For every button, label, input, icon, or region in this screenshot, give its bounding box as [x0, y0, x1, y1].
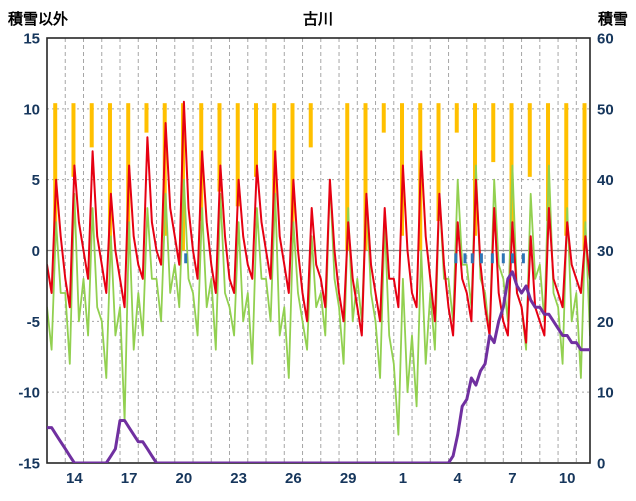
sunshine-bar: [107, 103, 112, 251]
sunshine-bar: [491, 103, 496, 163]
precip-tick: [501, 253, 505, 264]
sunshine-bar: [546, 103, 551, 222]
snow-depth-purple-line: [47, 270, 590, 463]
x-tick-label: 23: [230, 470, 247, 487]
x-tick-label: 14: [66, 470, 83, 487]
right-axis-tick-labels: 60 50 40 30 20 10 0: [597, 31, 614, 473]
precip-tick: [470, 253, 474, 264]
left-tick-label: 10: [23, 101, 40, 118]
precip-tick: [184, 253, 188, 264]
sunshine-bar: [89, 103, 94, 148]
x-tick-label: 1: [399, 470, 407, 487]
x-tick-label: 17: [121, 470, 138, 487]
precip-tick: [510, 253, 514, 264]
sunshine-bar: [308, 103, 313, 148]
green-series-line: [47, 164, 590, 436]
sunshine-bar: [363, 103, 368, 251]
sunshine-bar: [381, 103, 386, 133]
precip-tick: [490, 253, 494, 264]
x-tick-label: 20: [176, 470, 193, 487]
right-axis-title: 積雪: [597, 11, 628, 28]
left-tick-label: -15: [18, 456, 40, 473]
left-tick-label: 5: [32, 172, 40, 189]
left-tick-label: 15: [23, 31, 40, 48]
right-tick-label: 0: [597, 456, 605, 473]
precip-tick: [454, 253, 458, 264]
sunshine-bar: [217, 103, 222, 192]
sunshine-bar: [454, 103, 459, 133]
sunshine-bar: [345, 103, 350, 251]
left-tick-label: 0: [32, 243, 40, 260]
left-tick-label: -10: [18, 385, 40, 402]
chart-title: 古川: [302, 11, 333, 28]
chart-title-bar: 積雪以外 古川 積雪: [0, 4, 636, 30]
right-tick-label: 40: [597, 172, 614, 189]
precip-tick: [479, 253, 483, 264]
precip-tick: [521, 253, 525, 264]
x-tick-label: 7: [508, 470, 516, 487]
gridlines: [47, 38, 590, 463]
x-axis-tick-labels: 14 17 20 23 26 29 1 4 7 10: [66, 470, 575, 487]
sunshine-bar: [253, 103, 258, 177]
x-tick-label: 26: [285, 470, 302, 487]
sunshine-bar: [144, 103, 149, 133]
sunshine-bar: [180, 103, 185, 251]
precip-blue-ticks: [184, 253, 525, 264]
sunshine-bar: [71, 103, 76, 177]
right-tick-label: 10: [597, 385, 614, 402]
right-tick-label: 60: [597, 31, 614, 48]
sunshine-bar: [290, 103, 295, 236]
precip-tick: [463, 253, 467, 264]
sunshine-bar: [564, 103, 569, 236]
left-axis-tick-labels: 15 10 5 0 -5 -10 -15: [18, 31, 40, 473]
right-tick-label: 30: [597, 243, 614, 260]
left-tick-label: -5: [27, 314, 40, 331]
sunshine-bar: [235, 103, 240, 207]
sunshine-bar: [53, 103, 58, 236]
x-tick-label: 4: [454, 470, 463, 487]
temperature-red-line: [47, 100, 590, 344]
right-tick-label: 20: [597, 314, 614, 331]
x-tick-label: 29: [340, 470, 357, 487]
right-tick-label: 50: [597, 101, 614, 118]
sunshine-bar: [436, 103, 441, 222]
x-tick-label: 10: [559, 470, 576, 487]
sunshine-bar: [527, 103, 532, 177]
sunshine-bar: [582, 103, 587, 251]
left-axis-title: 積雪以外: [8, 11, 69, 28]
